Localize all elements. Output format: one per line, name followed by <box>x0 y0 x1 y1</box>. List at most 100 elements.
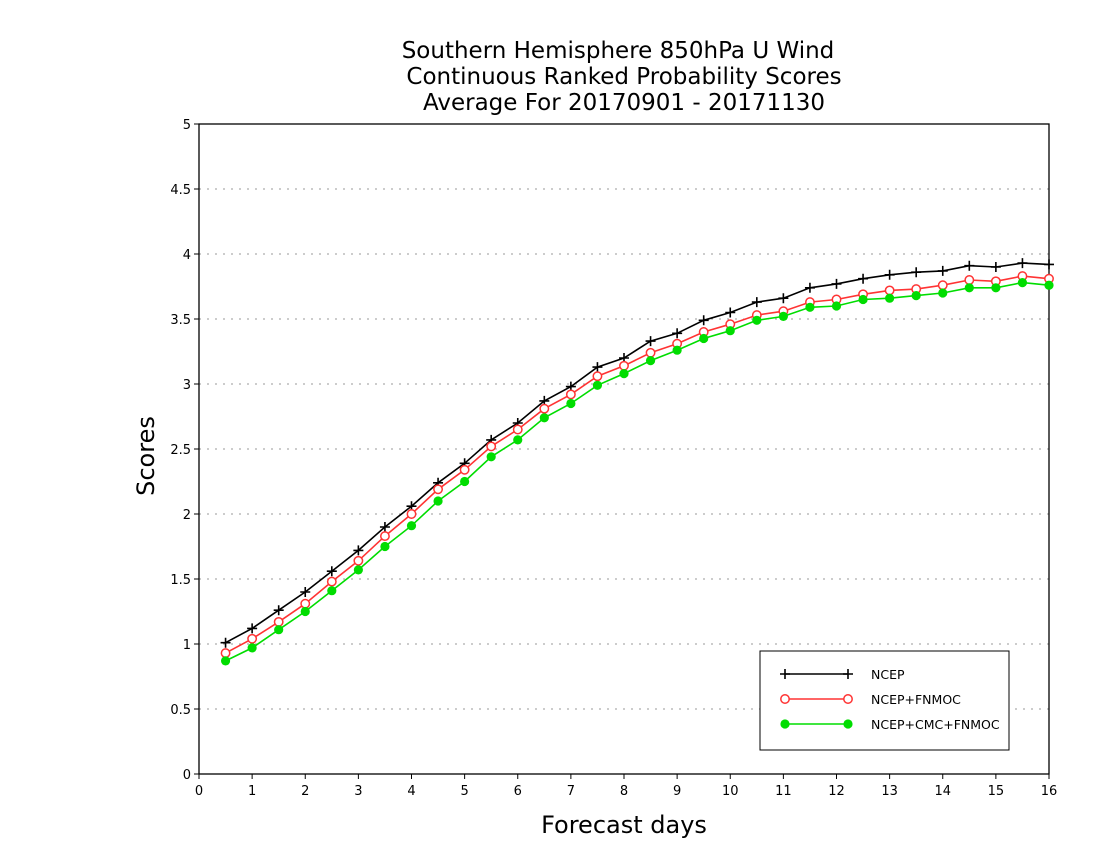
data-point <box>1044 259 1054 270</box>
data-point <box>843 694 853 704</box>
data-point <box>937 280 948 291</box>
y-tick-label: 0 <box>183 768 191 783</box>
data-point <box>433 496 443 506</box>
data-point <box>938 288 948 298</box>
y-tick-label: 0.5 <box>170 703 191 718</box>
data-point <box>379 531 390 542</box>
data-point <box>353 555 364 566</box>
data-point <box>778 311 788 321</box>
data-point <box>1044 280 1054 290</box>
data-point <box>645 336 656 347</box>
data-point <box>300 606 310 617</box>
data-point <box>858 273 869 284</box>
data-point <box>300 598 311 609</box>
data-point <box>937 265 948 276</box>
data-point <box>326 566 337 577</box>
y-tick-label: 3.5 <box>170 313 191 328</box>
data-point <box>273 616 284 627</box>
data-point <box>512 424 523 435</box>
data-point <box>220 648 231 659</box>
data-point <box>843 719 853 729</box>
y-tick-label: 1.5 <box>170 573 191 588</box>
data-point <box>964 260 975 271</box>
data-point <box>780 694 790 704</box>
y-tick-label: 4 <box>183 248 191 263</box>
data-point <box>884 285 895 296</box>
data-point <box>858 294 868 305</box>
x-tick-label: 6 <box>514 784 522 799</box>
data-point <box>247 633 258 644</box>
legend-box <box>759 650 1010 751</box>
data-point <box>725 326 735 336</box>
data-point <box>539 413 549 423</box>
x-tick-label: 5 <box>460 784 468 799</box>
data-point <box>778 293 789 304</box>
legend-entry: NCEP <box>780 667 905 682</box>
data-point <box>672 328 683 339</box>
y-tick-label: 1 <box>183 638 191 653</box>
legend-entry: NCEP+CMC+FNMOC <box>780 717 1000 732</box>
data-point <box>831 301 842 311</box>
data-point <box>379 522 390 532</box>
data-point <box>539 403 550 414</box>
series-line <box>225 262 1050 644</box>
data-point <box>964 275 975 285</box>
data-point <box>486 441 497 452</box>
data-point <box>1017 278 1028 288</box>
data-point <box>353 565 363 575</box>
data-point <box>699 333 709 344</box>
data-point <box>460 476 470 487</box>
chart-title-line-3: Average For 20170901 - 20171130 <box>423 90 825 116</box>
x-tick-label: 1 <box>248 784 256 799</box>
y-axis-title: Scores <box>132 416 160 496</box>
x-tick-label: 11 <box>775 784 792 799</box>
data-point <box>220 656 231 666</box>
data-point <box>645 356 656 366</box>
data-point <box>619 360 629 371</box>
x-tick-label: 14 <box>934 784 951 799</box>
x-tick-label: 7 <box>567 784 575 799</box>
gridlines <box>199 188 1049 710</box>
x-tick-label: 9 <box>673 784 681 799</box>
data-point <box>1017 258 1028 269</box>
data-point <box>459 464 470 475</box>
series-ncep <box>220 258 1054 648</box>
data-point <box>565 389 576 400</box>
data-point <box>326 576 337 587</box>
data-point <box>645 347 656 358</box>
y-tick-label: 4.5 <box>170 183 191 198</box>
y-tick-label: 2.5 <box>170 443 191 458</box>
data-point <box>831 278 842 289</box>
data-point <box>725 307 736 318</box>
data-point <box>804 282 815 293</box>
x-tick-label: 12 <box>828 784 845 799</box>
data-point <box>220 637 231 648</box>
data-point <box>885 293 895 303</box>
data-point <box>433 484 444 495</box>
legend-label: NCEP+FNMOC <box>871 692 961 707</box>
data-point <box>592 362 603 373</box>
data-point <box>672 345 682 355</box>
data-point <box>780 719 790 729</box>
x-tick-label: 3 <box>354 784 362 799</box>
data-point <box>566 398 576 409</box>
legend-items: NCEP NCEP+FNMOC NCEP+CMC+FNMOC <box>780 667 1000 732</box>
x-tick-label: 0 <box>195 784 203 799</box>
data-point <box>513 435 523 445</box>
y-tick-label: 5 <box>183 118 191 133</box>
data-point <box>911 267 922 278</box>
x-tick-label: 15 <box>988 784 1005 799</box>
legend-label: NCEP <box>871 667 905 682</box>
x-tick-label: 8 <box>620 784 628 799</box>
data-point <box>911 291 921 301</box>
series-ncep-cmc-fnmoc <box>220 278 1054 666</box>
data-point <box>991 283 1001 293</box>
series-line <box>225 281 1050 662</box>
data-point <box>592 371 603 382</box>
data-point <box>619 369 629 379</box>
series-line <box>225 275 1050 654</box>
x-tick-label: 16 <box>1041 784 1058 799</box>
data-point <box>964 283 974 293</box>
data-point <box>247 643 257 653</box>
data-point <box>780 669 790 679</box>
